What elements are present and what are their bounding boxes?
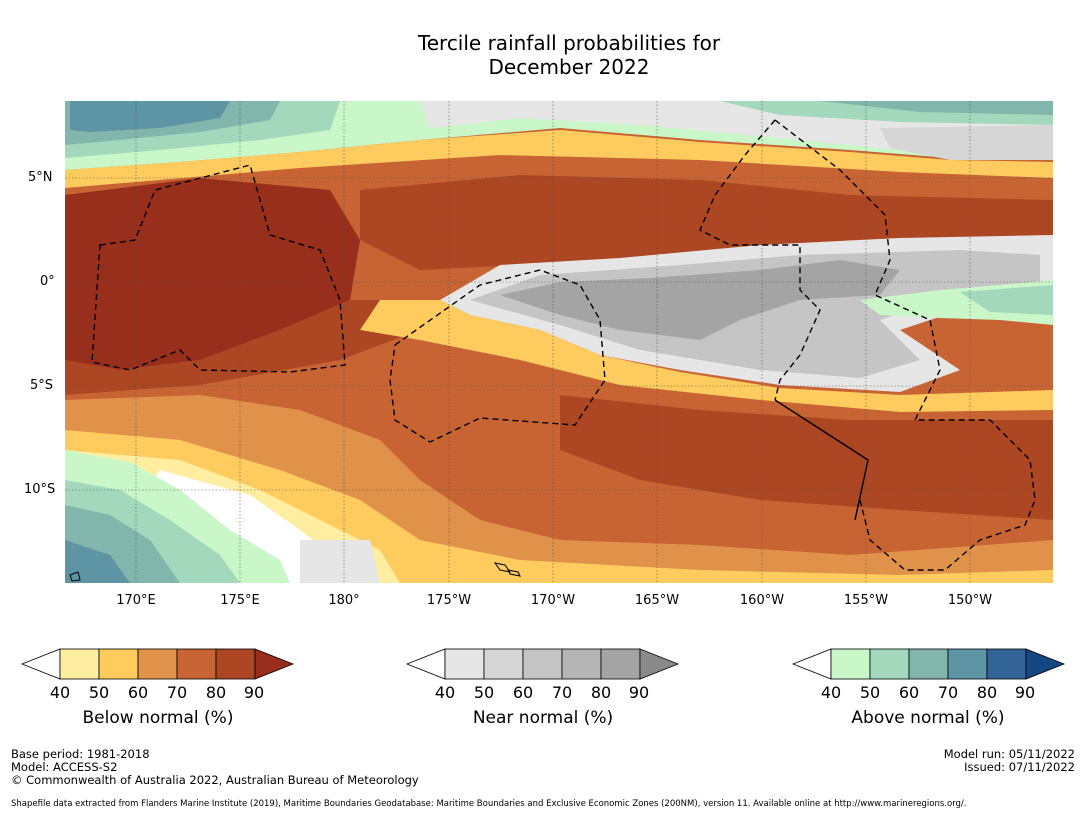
region-west-below-90 — [65, 178, 360, 370]
lon-label-175w: 175°W — [426, 593, 472, 608]
cbar-near-tick-80: 80 — [590, 683, 612, 702]
cbar-above-segment — [986, 648, 1027, 680]
footer-left: Base period: 1981-2018 Model: ACCESS-S2 … — [11, 748, 419, 787]
region-north-near-2 — [880, 125, 1053, 160]
cbar-near-segment — [483, 648, 524, 680]
eez-kiribati-line — [774, 119, 1036, 571]
lon-label-150w: 150°W — [947, 593, 993, 608]
lon-label-170e: 170°E — [116, 593, 156, 608]
colorbar-below-normal — [20, 648, 295, 680]
eez-line-west — [699, 119, 821, 401]
cbar-near-segment — [444, 648, 485, 680]
footer-model: Model: ACCESS-S2 — [11, 760, 118, 774]
region-sw-above-80 — [65, 540, 130, 583]
eez-boundaries — [91, 119, 1036, 571]
cbar-above-segment — [869, 648, 910, 680]
colorbar-above-normal — [791, 648, 1066, 680]
region-west-below-80 — [65, 300, 440, 395]
cbar-near-title: Near normal (%) — [472, 708, 614, 728]
lat-label-5s: 5°S — [30, 378, 54, 393]
lat-label-10s: 10°S — [24, 482, 56, 497]
chart-title: Tercile rainfall probabilities for Decem… — [0, 31, 1085, 79]
cbar-above-segment — [947, 648, 988, 680]
cbar-near-segment — [600, 648, 641, 680]
region-north-above-80 — [70, 101, 230, 132]
region-central-below-50 — [360, 300, 1053, 412]
cbar-near-tick-40: 40 — [434, 683, 456, 702]
region-sw-grey — [300, 540, 380, 583]
cbar-above-segment — [830, 648, 871, 680]
region-north-below-50 — [65, 130, 1053, 188]
cbar-below-arrow-high — [254, 648, 295, 680]
eez-kiribati-gilbert — [91, 164, 346, 373]
cbar-near-segment — [522, 648, 563, 680]
cbar-above-segment — [908, 648, 949, 680]
islands — [69, 562, 521, 582]
cbar-below-arrow-low — [20, 648, 61, 680]
cbar-below-segment — [215, 648, 256, 680]
eez-solid-boundary — [774, 399, 869, 521]
cbar-above-arrow-low — [791, 648, 832, 680]
lon-label-155w: 155°W — [843, 593, 889, 608]
eez-kiribati-phoenix — [389, 269, 606, 443]
region-east-above-60 — [960, 285, 1053, 315]
cbar-below-tick-60: 60 — [127, 683, 149, 702]
cbar-below-segment — [137, 648, 178, 680]
lon-label-165w: 165°W — [634, 593, 680, 608]
footer-copyright: © Commonwealth of Australia 2022, Austra… — [11, 773, 419, 787]
title-line-2: December 2022 — [488, 55, 650, 79]
footer-model-run: Model run: 05/11/2022 — [943, 747, 1075, 761]
cbar-above-tick-80: 80 — [976, 683, 998, 702]
cbar-above-tick-60: 60 — [898, 683, 920, 702]
footer-right: Model run: 05/11/2022 Issued: 07/11/2022 — [944, 748, 1075, 774]
cbar-above-tick-70: 70 — [937, 683, 959, 702]
lon-label-175e: 175°E — [220, 593, 260, 608]
cbar-above-tick-90: 90 — [1014, 683, 1036, 702]
cbar-below-title: Below normal (%) — [82, 708, 234, 728]
cbar-above-tick-40: 40 — [820, 683, 842, 702]
cbar-below-tick-70: 70 — [166, 683, 188, 702]
cbar-below-segment — [59, 648, 100, 680]
cbar-below-tick-90: 90 — [243, 683, 265, 702]
cbar-near-arrow-high — [639, 648, 680, 680]
cbar-below-segment — [176, 648, 217, 680]
cbar-below-tick-50: 50 — [88, 683, 110, 702]
cbar-above-arrow-high — [1025, 648, 1066, 680]
cbar-near-tick-50: 50 — [473, 683, 495, 702]
lon-label-180: 180° — [328, 593, 360, 608]
lon-label-160w: 160°W — [739, 593, 785, 608]
footer-issued: Issued: 07/11/2022 — [964, 760, 1075, 774]
lon-label-170w: 170°W — [530, 593, 576, 608]
cbar-above-title: Above normal (%) — [851, 708, 1005, 728]
region-south-below-80 — [560, 395, 1053, 520]
cbar-near-segment — [561, 648, 602, 680]
colorbar-near-normal — [405, 648, 680, 680]
cbar-below-tick-40: 40 — [49, 683, 71, 702]
cbar-near-tick-90: 90 — [628, 683, 650, 702]
region-north-below-80 — [360, 175, 1053, 270]
cbar-near-tick-60: 60 — [512, 683, 534, 702]
footer-base-period: Base period: 1981-2018 — [11, 747, 150, 761]
footer-shapefile: Shapefile data extracted from Flanders M… — [11, 799, 967, 809]
cbar-below-tick-80: 80 — [205, 683, 227, 702]
cbar-near-arrow-low — [405, 648, 446, 680]
cbar-below-segment — [98, 648, 139, 680]
cbar-above-tick-50: 50 — [859, 683, 881, 702]
lat-label-0: 0° — [40, 274, 55, 289]
region-ne-above-70 — [820, 101, 1053, 115]
title-line-1: Tercile rainfall probabilities for — [417, 31, 721, 55]
lat-label-5n: 5°N — [28, 170, 53, 185]
map-gridlines — [65, 101, 1053, 583]
cbar-near-tick-70: 70 — [551, 683, 573, 702]
